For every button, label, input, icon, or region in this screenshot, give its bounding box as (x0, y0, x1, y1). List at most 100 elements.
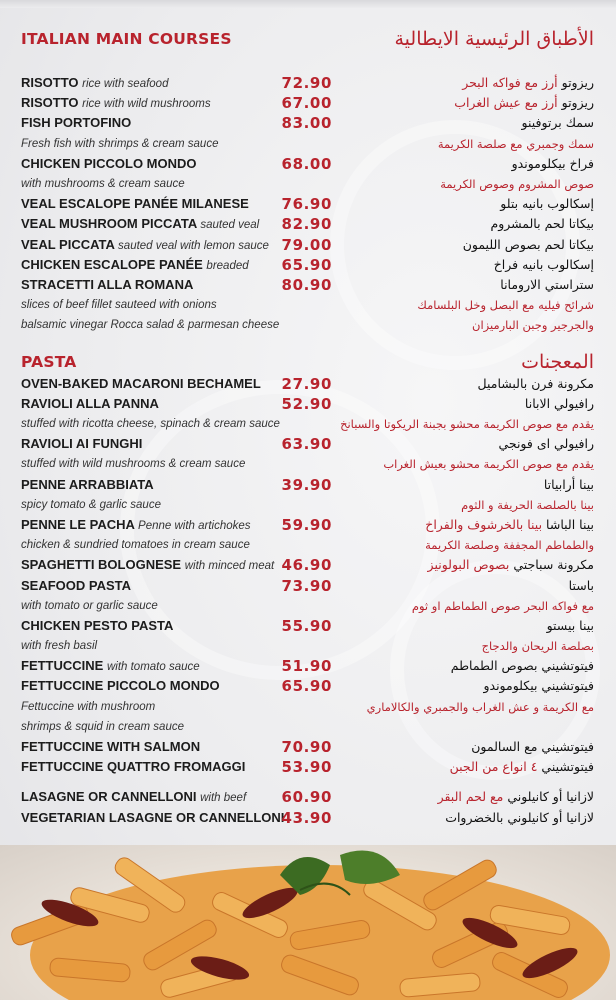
menu-item[interactable]: RAVIOLI AI FUNGHI 63.90 رافيولي اى فونجي (0, 434, 616, 454)
item-name-ar: باستا (569, 576, 594, 596)
item-name: OVEN-BAKED MACARONI BECHAMEL (21, 375, 261, 391)
sundried-tomato (242, 887, 298, 919)
item-description: balsamic vinegar Rocca salad & parmesan … (0, 315, 616, 335)
item-desc-en: sauted veal with lemon sauce (118, 239, 269, 252)
menu-item[interactable]: CHICKEN ESCALOPE PANÉE breaded 65.90 إسكال… (0, 255, 616, 275)
menu-item[interactable]: SEAFOOD PASTA 73.90 باستا (0, 576, 616, 596)
item-name: PENNE LE PACHA (21, 516, 135, 532)
item-name-ar: ريزوتو أرز مع عيش الغراب (454, 93, 594, 113)
menu-item[interactable]: FISH PORTOFINO 83.00 سمك برتوفينو (0, 113, 616, 133)
menu-item[interactable]: FETTUCCINE QUATTRO FROMAGGI 53.90 فيتوتشين… (0, 757, 616, 777)
menu-item[interactable]: FETTUCCINE WITH SALMON 70.90 فيتوتشيني مع … (0, 737, 616, 757)
item-description: with tomato or garlic sauce مع فواكه البح… (0, 596, 616, 616)
menu-item[interactable]: OVEN-BAKED MACARONI BECHAMEL 27.90 مكرونة … (0, 374, 616, 394)
penne-piece (423, 859, 497, 911)
sundried-tomato (41, 899, 99, 927)
item-name: VEAL MUSHROOM PICCATA (21, 216, 197, 232)
penne-pasta-image (11, 850, 610, 1000)
item-price: 63.90 (281, 435, 332, 454)
item-price: 76.90 (281, 195, 332, 214)
description-en: slices of beef fillet sauteed with onion… (21, 299, 217, 312)
item-price: 70.90 (281, 738, 332, 756)
menu-item[interactable]: RAVIOLI ALLA PANNA 52.90 رافيولي الابانا (0, 394, 616, 414)
item-name-ar: فيتوتشيني بيكلوموندو (483, 676, 594, 696)
menu-item[interactable]: VEAL PICCATA sauted veal with lemon sauc… (0, 235, 616, 255)
item-name-arabic: بينا أرابياتا (543, 476, 594, 492)
item-desc-en: sauted veal (200, 219, 260, 232)
item-name-arabic: ريزوتو (561, 95, 594, 111)
item-name: CHICKEN ESCALOPE PANÉE (21, 256, 203, 272)
item-name: RAVIOLI ALLA PANNA (21, 395, 159, 411)
item-description: stuffed with ricotta cheese, spinach & c… (0, 414, 616, 434)
description-en: Fresh fish with shrimps & cream sauce (21, 137, 219, 150)
item-name-en: VEAL ESCALOPE PANÉE MILANESE (21, 194, 249, 214)
item-name: VEAL ESCALOPE PANÉE MILANESE (21, 196, 249, 212)
item-desc-ar: بينا بالخرشوف والفراخ (425, 516, 543, 532)
menu-section: PASTA المعجنات OVEN-BAKED MACARONI BECHAME… (0, 351, 616, 828)
menu-item[interactable]: PENNE ARRABBIATA 39.90 بينا أرابياتا (0, 475, 616, 495)
item-desc-en: rice with wild mushrooms (82, 98, 211, 111)
item-name-ar: بيكاتا لحم بالمشروم (490, 214, 594, 234)
menu-item[interactable]: CHICKEN PICCOLO MONDO 68.00 فراخ بيكلوموند… (0, 154, 616, 174)
description-ar: يقدم مع صوص الكريمة محشو بجبنة الريكوتا … (340, 417, 594, 431)
menu-item[interactable]: VEAL ESCALOPE PANÉE MILANESE 76.90 إسكالوب… (0, 194, 616, 214)
sundried-tomato (522, 947, 578, 979)
item-price: 60.90 (281, 788, 332, 807)
spacer (0, 777, 616, 787)
description-ar: صوص المشروم وصوص الكريمة (440, 176, 594, 191)
item-price: 51.90 (281, 657, 332, 676)
item-name-ar: فيتوتشيني بصوص الطماطم (451, 656, 594, 676)
item-desc-en: rice with seafood (82, 78, 169, 90)
item-name-en: PENNE LE PACHA Penne with artichokes (21, 515, 251, 536)
item-price: 73.90 (281, 576, 332, 595)
item-name-arabic: لازانيا أو كانيلوني بالخضروات (445, 809, 594, 825)
item-name-arabic: سمك برتوفينو (521, 115, 595, 131)
description-ar: شرائح فيليه مع البصل وخل البلسامك (417, 298, 594, 313)
menu-item[interactable]: VEGETARIAN LASAGNE OR CANNELLONI 43.90 لاز… (0, 808, 616, 828)
item-name-arabic: ستراستي الارومانا (500, 276, 594, 292)
item-description: Fettuccine with mushroom مع الكريمة و عش … (0, 697, 616, 717)
penne-piece (70, 887, 150, 923)
section-header: ITALIAN MAIN COURSES الأطباق الرئيسية الا… (0, 28, 616, 54)
item-name-en: STRACETTI ALLA ROMANA (21, 275, 193, 295)
item-description: Fresh fish with shrimps & cream sauce سمك… (0, 134, 616, 154)
menu-item[interactable]: RISOTTO rice with seafood 72.90 ريزوتو أرز… (0, 73, 616, 93)
menu-item[interactable]: LASAGNE OR CANNELLONI with beef 60.90 لازا… (0, 787, 616, 807)
menu-item[interactable]: STRACETTI ALLA ROMANA 80.90 ستراستي الاروم… (0, 275, 616, 295)
menu-item[interactable]: FETTUCCINE with tomato sauce 51.90 فيتوتشي… (0, 656, 616, 676)
item-name-en: OVEN-BAKED MACARONI BECHAMEL (21, 374, 261, 394)
item-name-ar: بينا بيستو (547, 616, 594, 636)
item-price: 79.00 (281, 235, 332, 254)
penne-piece (281, 954, 359, 996)
item-name-ar: مكرونة سباجتي بصوص البولونيز (428, 555, 594, 575)
item-price: 46.90 (281, 556, 332, 575)
item-desc-en: with tomato sauce (106, 661, 200, 674)
description-en: with mushrooms & cream sauce (21, 177, 185, 190)
menu-item[interactable]: FETTUCCINE PICCOLO MONDO 65.90 فيتوتشيني ب… (0, 676, 616, 696)
item-description: slices of beef fillet sauteed with onion… (0, 295, 616, 315)
menu-item[interactable]: PENNE LE PACHA Penne with artichokes 59.9… (0, 515, 616, 535)
item-price: 72.90 (281, 74, 332, 92)
item-price: 80.90 (281, 275, 332, 294)
description-ar: سمك وجمبري مع صلصة الكريمة (437, 136, 594, 151)
item-name-arabic: فيتوتشيني (541, 759, 594, 775)
description-ar: والطماطم المجففة وصلصة الكريمة (425, 538, 594, 553)
section-title-ar: المعجنات (521, 351, 594, 374)
item-desc-en: Penne with artichokes (138, 519, 251, 532)
item-name-ar: بيكاتا لحم بصوص الليمون (463, 235, 594, 255)
item-name-arabic: ريزوتو (561, 75, 594, 90)
description-ar: مع الكريمة و عش الغراب والجمبري والكالام… (366, 699, 594, 714)
menu-item[interactable]: CHICKEN PESTO PASTA 55.90 بينا بيستو (0, 616, 616, 636)
item-name-en: RAVIOLI ALLA PANNA (21, 394, 159, 414)
description-ar: بينا بالصلصة الحريفة و الثوم (461, 497, 594, 512)
section-header: PASTA المعجنات (0, 351, 616, 374)
item-name-arabic: بيكاتا لحم بصوص الليمون (462, 236, 594, 252)
item-desc-en: with minced meat (184, 560, 275, 573)
menu-item[interactable]: RISOTTO rice with wild mushrooms 67.00 ريز… (0, 93, 616, 113)
item-name-en: LASAGNE OR CANNELLONI with beef (21, 787, 246, 808)
menu-item[interactable]: VEAL MUSHROOM PICCATA sauted veal 82.90 بي… (0, 214, 616, 234)
menu-item[interactable]: SPAGHETTI BOLOGNESE with minced meat 46.9… (0, 555, 616, 575)
description-ar: مع فواكه البحر صوص الطماطم او ثوم (411, 598, 594, 613)
penne-piece (114, 857, 186, 913)
item-price: 68.00 (281, 154, 332, 173)
